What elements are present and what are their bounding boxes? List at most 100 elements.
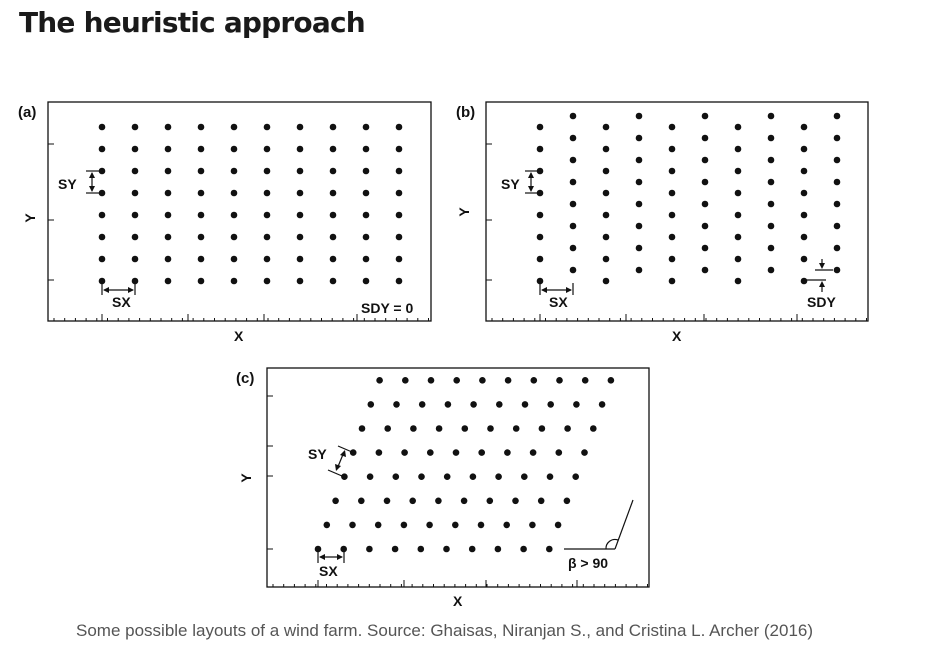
- turbine-dot: [296, 277, 304, 285]
- turbine-dot: [98, 123, 106, 131]
- turbine-dot: [564, 425, 571, 432]
- turbine-dot: [329, 123, 337, 131]
- turbine-dot: [486, 497, 494, 505]
- turbine-dot: [263, 255, 271, 263]
- turbine-dot: [800, 255, 808, 263]
- turbine-dot: [800, 277, 808, 285]
- panel-b: (b) SY SX SDY X Y: [456, 101, 869, 344]
- turbine-dot: [362, 167, 370, 175]
- turbine-dot: [197, 189, 205, 197]
- turbine-dot: [131, 167, 139, 175]
- turbine-dot: [734, 123, 742, 131]
- turbine-dot: [197, 255, 205, 263]
- panel-c-sy-marker: [327, 445, 353, 477]
- turbine-dot: [833, 222, 841, 230]
- turbine-dot: [546, 473, 554, 481]
- turbine-dot: [164, 211, 172, 219]
- panel-a-x-axis-label: X: [234, 328, 244, 344]
- turbine-dot: [504, 449, 511, 456]
- panel-b-tag: (b): [456, 104, 475, 121]
- turbine-dot: [435, 425, 443, 432]
- turbine-dot: [230, 145, 238, 153]
- turbine-dot: [230, 189, 238, 197]
- turbine-dot: [701, 266, 709, 274]
- turbine-dot: [329, 255, 337, 263]
- turbine-dot: [296, 123, 304, 131]
- turbine-dot: [536, 189, 544, 197]
- turbine-dot: [323, 521, 331, 529]
- turbine-dot: [230, 233, 238, 241]
- turbine-dot: [503, 521, 511, 529]
- turbine-dot: [426, 521, 433, 529]
- turbine-dot: [418, 473, 425, 481]
- turbine-dot: [602, 277, 610, 285]
- turbine-dot: [263, 145, 271, 153]
- panel-a-sx-marker: [101, 283, 136, 295]
- turbine-dot: [230, 167, 238, 175]
- turbine-dot: [602, 145, 610, 153]
- turbine-dot: [635, 112, 643, 120]
- turbine-dot: [427, 377, 435, 384]
- panel-c-ticks: [267, 395, 648, 587]
- turbine-dot: [340, 545, 348, 553]
- turbine-dot: [362, 145, 370, 153]
- turbine-dot: [581, 449, 588, 456]
- turbine-dot: [504, 377, 512, 384]
- panel-a-sy-marker: [86, 170, 100, 194]
- turbine-dot: [569, 200, 577, 208]
- turbine-dot: [598, 401, 606, 408]
- turbine-dot: [536, 167, 544, 175]
- turbine-dot: [197, 211, 205, 219]
- panel-b-sx-marker: [539, 283, 574, 295]
- turbine-dot: [478, 449, 486, 456]
- turbine-dot: [230, 255, 238, 263]
- turbine-dot: [569, 134, 577, 142]
- turbine-dot: [395, 189, 403, 197]
- turbine-dot: [800, 123, 808, 131]
- turbine-dot: [469, 473, 477, 481]
- turbine-dot: [444, 401, 452, 408]
- turbine-dot: [443, 545, 450, 553]
- turbine-dot: [563, 497, 571, 505]
- turbine-dot: [635, 178, 643, 186]
- turbine-dot: [329, 277, 337, 285]
- page-title: The heuristic approach: [19, 6, 366, 39]
- turbine-dot: [668, 277, 676, 285]
- turbine-dot: [131, 255, 139, 263]
- turbine-dot: [164, 167, 172, 175]
- turbine-dot: [767, 222, 775, 230]
- wind-farm-layouts-figure: (a) SY SX SDY = 0 X Y (b): [18, 101, 869, 609]
- turbine-dot: [701, 244, 709, 252]
- turbine-dot: [569, 156, 577, 164]
- turbine-dot: [537, 497, 545, 505]
- turbine-dot: [366, 545, 373, 553]
- turbine-dot: [602, 167, 610, 175]
- turbine-dot: [98, 211, 106, 219]
- turbine-dot: [529, 449, 537, 456]
- turbine-dot: [668, 189, 676, 197]
- panel-b-sdy-label: SDY: [807, 294, 836, 310]
- turbine-dot: [734, 145, 742, 153]
- turbine-dot: [418, 401, 426, 408]
- turbine-dot: [487, 425, 494, 432]
- panel-a-y-axis-label: Y: [22, 213, 38, 223]
- turbine-dot: [668, 233, 676, 241]
- turbine-dot: [332, 497, 339, 505]
- turbine-dot: [734, 255, 742, 263]
- turbine-dot: [536, 277, 544, 285]
- panel-c-sy-label: SY: [308, 446, 327, 462]
- turbine-dot: [767, 156, 775, 164]
- turbine-dot: [602, 123, 610, 131]
- turbine-dot: [602, 255, 610, 263]
- turbine-dot: [833, 112, 841, 120]
- turbine-dot: [349, 449, 357, 456]
- turbine-dot: [512, 497, 519, 505]
- turbine-dot: [495, 473, 502, 481]
- turbine-dot: [833, 178, 841, 186]
- turbine-dot: [164, 277, 172, 285]
- turbine-dot: [635, 200, 643, 208]
- turbine-dot: [701, 112, 709, 120]
- panel-a-sx-label: SX: [112, 294, 131, 310]
- panel-b-sx-label: SX: [549, 294, 568, 310]
- turbine-dot: [573, 401, 580, 408]
